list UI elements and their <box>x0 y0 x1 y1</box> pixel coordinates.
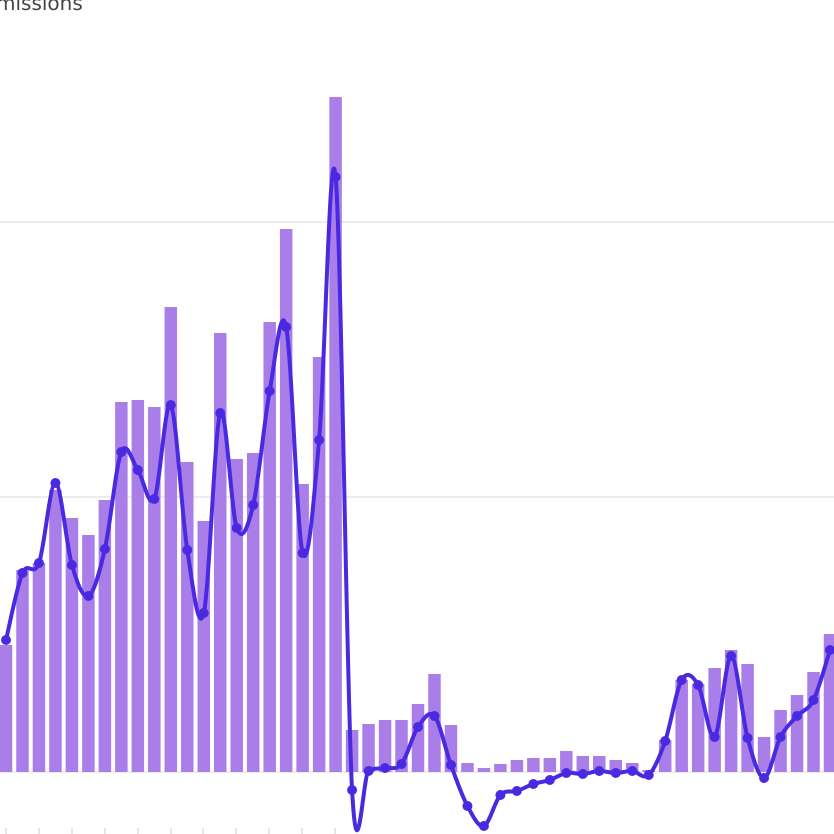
bar <box>708 668 721 772</box>
bar <box>362 724 375 772</box>
bar <box>115 402 128 772</box>
bar <box>32 563 46 772</box>
bar <box>477 768 491 772</box>
line-point <box>462 801 473 811</box>
line-point <box>396 759 407 769</box>
x-axis-ticks <box>5 828 336 834</box>
bar <box>164 307 178 772</box>
line-point <box>66 560 77 570</box>
line-point <box>363 766 374 776</box>
bar <box>49 490 62 772</box>
bar <box>279 229 293 772</box>
line-point <box>413 722 423 732</box>
bar <box>510 760 524 772</box>
line-point <box>83 591 94 601</box>
line-point <box>544 775 555 785</box>
line-point <box>116 447 127 457</box>
line-point <box>528 779 539 789</box>
bar <box>823 634 834 772</box>
line-point <box>297 548 308 558</box>
line-point <box>50 478 61 488</box>
line-point <box>330 172 341 182</box>
line-point <box>33 558 44 568</box>
bar <box>0 645 13 772</box>
bar <box>724 650 738 772</box>
line-point <box>248 500 259 510</box>
line-point <box>132 465 143 475</box>
line-point <box>643 770 654 780</box>
bar <box>246 453 260 772</box>
line-point <box>231 523 242 533</box>
line-point <box>478 821 489 831</box>
line-point <box>742 733 753 743</box>
line-point <box>693 680 704 690</box>
line-point <box>594 766 605 776</box>
line-point <box>808 695 819 705</box>
chart-title: missions <box>0 0 83 15</box>
line-point <box>281 322 292 332</box>
bar <box>527 758 540 772</box>
bar <box>576 756 590 772</box>
line-point <box>314 435 325 445</box>
bar <box>560 751 573 772</box>
line-point <box>495 790 506 800</box>
bar <box>230 459 243 772</box>
line-point <box>215 408 226 418</box>
bar <box>757 737 771 772</box>
line-point <box>709 732 720 742</box>
bar <box>609 760 623 772</box>
line-point <box>182 545 193 555</box>
line-point <box>610 768 621 778</box>
bar <box>263 322 276 772</box>
line-point <box>165 400 176 410</box>
line-point <box>775 732 786 742</box>
bar <box>428 674 441 772</box>
line-point <box>759 773 770 783</box>
bar <box>494 764 507 772</box>
bar <box>82 535 95 772</box>
line-point <box>792 711 803 721</box>
line-point <box>17 568 28 578</box>
line-point <box>726 651 737 661</box>
bar <box>461 763 474 772</box>
line-point <box>511 786 522 796</box>
line-point <box>445 760 456 770</box>
line-point <box>264 386 275 396</box>
bar <box>213 333 227 772</box>
line-point <box>149 494 160 504</box>
line-point <box>577 769 588 779</box>
bar <box>790 695 804 772</box>
line-point <box>825 645 834 655</box>
line-point <box>1 635 11 645</box>
bar <box>65 518 79 772</box>
line-point <box>660 736 671 746</box>
line-point <box>99 544 110 554</box>
line-point <box>561 768 572 778</box>
bar <box>691 684 705 772</box>
bar <box>378 720 392 772</box>
line-point <box>676 675 687 685</box>
bar <box>16 570 29 772</box>
line-point <box>198 608 209 618</box>
line-point <box>347 785 358 795</box>
line-point <box>627 766 638 776</box>
line-point <box>429 711 440 721</box>
bar <box>131 400 145 772</box>
bar <box>543 758 557 772</box>
bar <box>675 680 688 772</box>
line-point <box>380 763 391 773</box>
